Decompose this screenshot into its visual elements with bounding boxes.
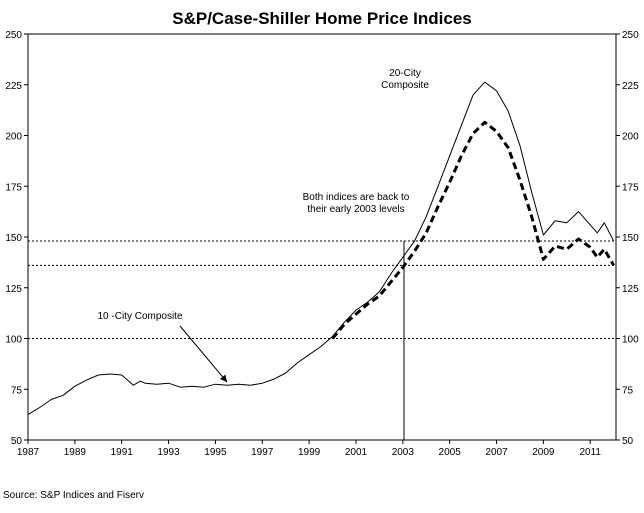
y-tick-label-left: 175 [5,182,22,193]
x-tick-label: 2001 [345,447,368,458]
y-tick-label-left: 150 [5,233,22,244]
y-tick-label-left: 250 [5,30,22,41]
y-tick-label-left: 225 [5,81,22,92]
x-tick-label: 2005 [439,447,462,458]
y-tick-label-left: 100 [5,335,22,346]
chart-title: S&P/Case-Shiller Home Price Indices [172,9,472,28]
y-tick-label-right: 150 [622,233,639,244]
series-10-city-line [27,81,615,416]
plot-frame [27,33,617,441]
y-tick-label-left: 125 [5,284,22,295]
y-tick-label-right: 175 [622,182,639,193]
x-tick-label: 2009 [532,447,555,458]
y-tick-label-right: 100 [622,335,639,346]
x-tick-label: 1991 [111,447,134,458]
y-tick-label-right: 50 [622,436,634,447]
annotation-arrow-head [219,374,228,383]
plot-area: 50 50 75 75 100 100 125 125 150 150 175 175 200 200 22… [5,30,639,458]
x-tick-label: 1987 [17,447,40,458]
x-tick-label: 2007 [485,447,508,458]
annotation-ten-city: 10 -City Composite [97,311,182,322]
y-tick-label-left: 75 [11,385,23,396]
y-tick-label-right: 75 [622,385,634,396]
y-tick-label-right: 200 [622,132,639,143]
source-note: Source: S&P Indices and Fiserv [3,490,144,501]
y-tick-label-left: 200 [5,132,22,143]
annotation-arrow-line [179,325,228,383]
y-tick-label-right: 250 [622,30,639,41]
x-tick-label: 2011 [579,447,601,458]
x-tick-label: 1999 [298,447,321,458]
annotation-twenty-city: Composite [381,80,429,91]
y-tick-label-right: 125 [622,284,639,295]
x-tick-label: 1997 [251,447,274,458]
series-20-city-line [331,120,615,340]
annotation-twenty-city: 20-City [389,68,421,79]
x-tick-label: 1993 [157,447,180,458]
annotation-both-indices: their early 2003 levels [307,204,404,215]
y-tick-label-right: 225 [622,81,639,92]
x-tick-label: 2003 [392,447,415,458]
x-tick-label: 1989 [64,447,87,458]
y-tick-label-left: 50 [11,436,23,447]
x-tick-label: 1995 [204,447,227,458]
annotation-both-indices: Both indices are back to [303,192,410,203]
